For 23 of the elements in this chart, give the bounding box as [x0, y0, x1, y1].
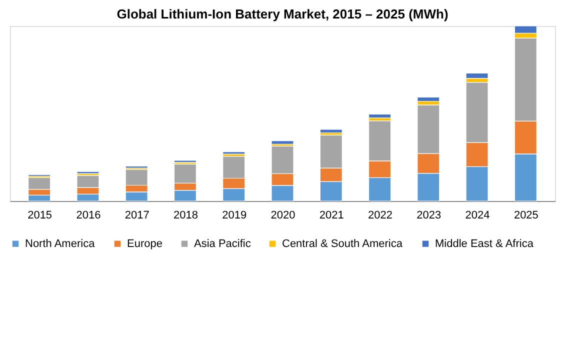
bar: [222, 152, 246, 154]
x-tick-label: 2025: [514, 210, 538, 222]
x-tick-label: 2021: [319, 210, 344, 222]
legend-label: North America: [25, 238, 96, 250]
bar: [417, 96, 440, 102]
bar: [466, 72, 488, 79]
legend-label: Europe: [127, 238, 162, 250]
bar: [368, 114, 392, 118]
legend-label: Middle East & Africa: [435, 238, 534, 250]
chart-title: Global Lithium-Ion Battery Market, 2015 – 2025 (MWh): [116, 6, 448, 22]
x-tick-label: 2019: [222, 210, 247, 222]
x-tick-label: 2024: [465, 210, 490, 222]
legend-label: Asia Pacific: [194, 238, 252, 250]
x-tick-label: 2015: [28, 210, 52, 222]
x-tick-label: 2023: [416, 210, 442, 222]
x-tick-label: 2020: [270, 210, 296, 222]
x-tick-label: 2017: [124, 210, 150, 222]
bar: [271, 140, 294, 144]
bar: [320, 129, 342, 134]
x-tick-label: 2018: [173, 210, 198, 222]
legend-label: Central & South America: [282, 238, 404, 250]
x-tick-label: 2016: [76, 210, 101, 222]
x-tick-label: 2022: [368, 210, 393, 222]
